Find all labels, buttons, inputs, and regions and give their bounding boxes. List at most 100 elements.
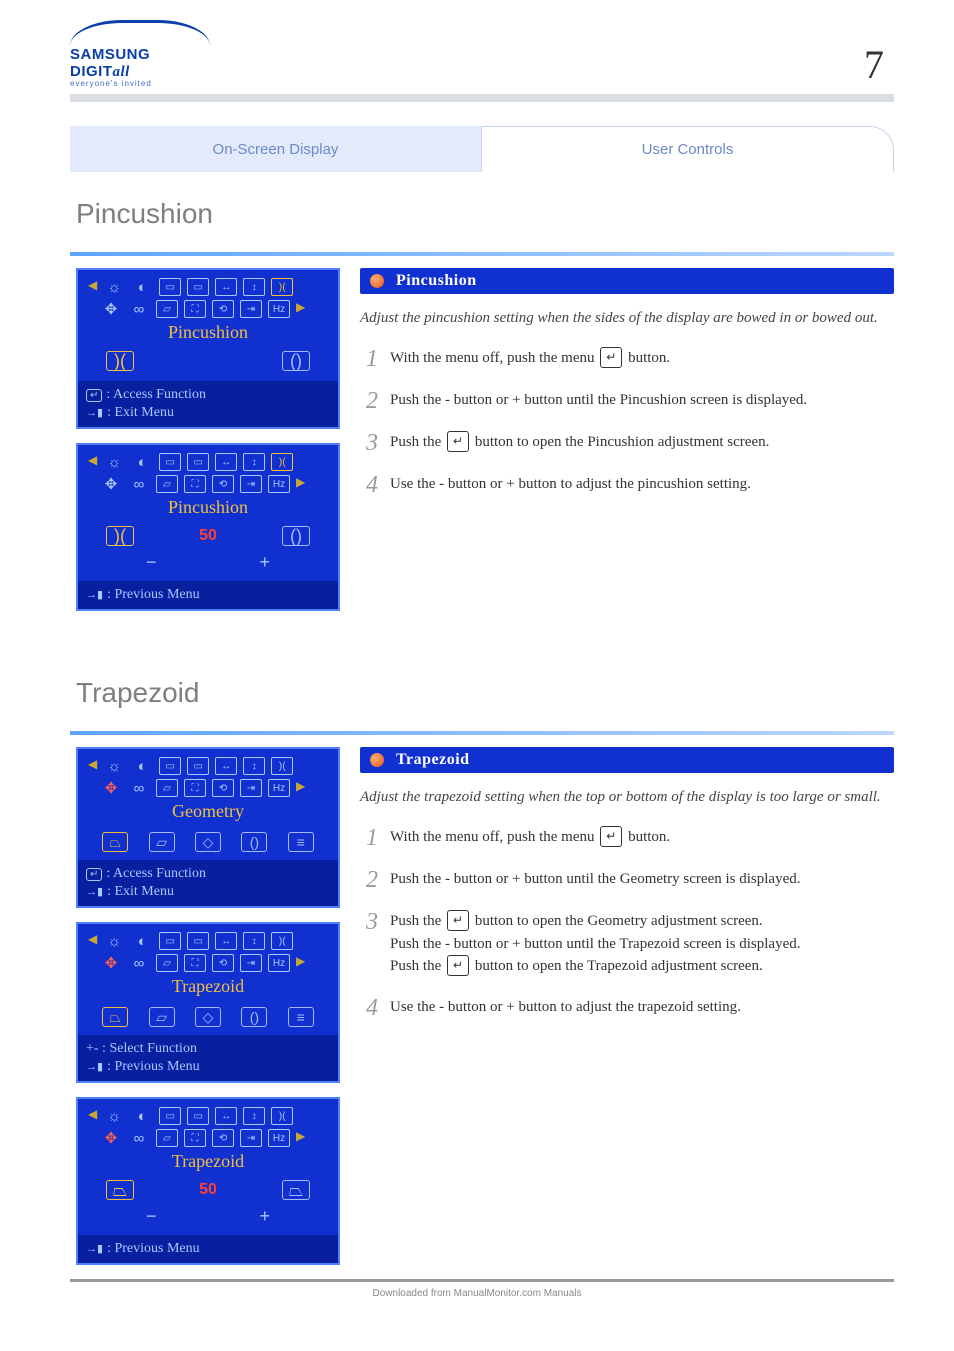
tab-osd[interactable]: On-Screen Display (70, 126, 481, 172)
step-number: 4 (360, 473, 378, 497)
vsize-icon: ↕ (243, 453, 265, 471)
vpos-icon: ▭ (187, 278, 209, 296)
rotation-icon: ◇ (195, 832, 221, 852)
osd-label: Pincushion (82, 320, 334, 347)
step-number: 3 (360, 910, 378, 934)
hz-icon: Hz (268, 954, 290, 972)
enter-key-icon: ↵ (600, 347, 622, 368)
zoom-icon: ⛶ (184, 1129, 206, 1147)
right-arrow-icon: ▶ (296, 779, 305, 797)
enter-key-icon: ↵ (600, 826, 622, 847)
dot-icon (370, 274, 384, 288)
step-3: 3 Push the ↵ button to open the Pincushi… (360, 431, 894, 455)
osd-column-2: ◀ ☼ ◐ ▭ ▭ ↔ ↕ )( ✥ ∞ ▱ ⛶ ⟲ (76, 747, 340, 1265)
osd-icon-row-2: ✥ ∞ ▱ ⛶ ⟲ ⇥ Hz ▶ (94, 298, 334, 320)
hsize-icon: ↔ (215, 453, 237, 471)
contrast-icon: ◐ (131, 278, 153, 296)
osd-icon-row: ◀ ☼ ◐ ▭ ▭ ↔ ↕ )( (82, 276, 334, 298)
trapezoid-icon: ⏢ (102, 1007, 128, 1027)
brightness-icon: ☼ (103, 278, 125, 296)
step-1: 1 With the menu off, push the menu ↵ but… (360, 347, 894, 371)
page-root: SAMSUNG DIGITall everyone's invited 7 On… (0, 0, 954, 1313)
pincushion-out-icon: )( (106, 351, 134, 371)
tab-user-controls[interactable]: User Controls (481, 126, 894, 172)
trapezoid-icon: ⏢ (102, 832, 128, 852)
position-icon: ✥ (100, 954, 122, 972)
geom1-icon: ▱ (156, 475, 178, 493)
zoom-icon: ⛶ (184, 954, 206, 972)
brand-logo: SAMSUNG DIGITall everyone's invited (70, 20, 210, 88)
step-number: 2 (360, 389, 378, 413)
topic-title: Trapezoid (396, 751, 470, 769)
instructions-col-1: Pincushion Adjust the pincushion setting… (360, 268, 894, 611)
osd-icon-row-2: ✥ ∞ ▱ ⛶ ⟲ ⇥ Hz ▶ (94, 473, 334, 495)
vsize-icon: ↕ (243, 932, 265, 950)
hz-icon: Hz (268, 779, 290, 797)
step-text: Push the ↵ button to open the Pincushion… (390, 431, 769, 454)
pincushion-icon: )( (271, 278, 293, 296)
hsize-icon: ↔ (215, 757, 237, 775)
recall-icon: ⟲ (212, 300, 234, 318)
exit-arrow-icon: →▮ (86, 1242, 103, 1255)
step-number: 3 (360, 431, 378, 455)
step-number: 2 (360, 868, 378, 892)
enter-key-icon: ↵ (447, 955, 469, 976)
osd-icon-row: ◀ ☼ ◐ ▭ ▭ ↔ ↕ )( (82, 755, 334, 777)
link-icon: ∞ (128, 300, 150, 318)
link-icon: ∞ (128, 954, 150, 972)
hsize-icon: ↔ (215, 278, 237, 296)
osd-value: 50 (199, 527, 217, 545)
geom1-icon: ▱ (156, 779, 178, 797)
osd-icon-row: ◀ ☼ ◐ ▭ ▭ ↔ ↕ )( (82, 451, 334, 473)
step-1: 1 With the menu off, push the menu ↵ but… (360, 826, 894, 850)
content-row-2: ◀ ☼ ◐ ▭ ▭ ↔ ↕ )( ✥ ∞ ▱ ⛶ ⟲ (76, 747, 894, 1265)
topic-description: Adjust the trapezoid setting when the to… (360, 783, 894, 826)
step-text: Push the - button or + button until the … (390, 389, 807, 412)
hpos-icon: ▭ (159, 1107, 181, 1125)
brightness-icon: ☼ (103, 1107, 125, 1125)
parallel-icon: ▱ (149, 832, 175, 852)
vpos-icon: ▭ (187, 1107, 209, 1125)
brightness-icon: ☼ (103, 453, 125, 471)
pincushion-in-icon: () (282, 351, 310, 371)
hpos-icon: ▭ (159, 757, 181, 775)
step-2: 2 Push the - button or + button until th… (360, 868, 894, 892)
step-number: 1 (360, 826, 378, 850)
linear-icon: ⇥ (240, 300, 262, 318)
left-arrow-icon: ◀ (88, 453, 97, 471)
pinbal-icon: () (241, 832, 267, 852)
rotation-icon: ◇ (195, 1007, 221, 1027)
contrast-icon: ◐ (131, 757, 153, 775)
tab-bar: On-Screen Display User Controls (70, 126, 894, 172)
left-arrow-icon: ◀ (88, 278, 97, 296)
osd-footer: ↵: Access Function →▮: Exit Menu (78, 860, 338, 906)
topic-header: Trapezoid (360, 747, 894, 773)
left-arrow-icon: ◀ (88, 932, 97, 950)
step-number: 4 (360, 996, 378, 1020)
zoom-icon: ⛶ (184, 300, 206, 318)
osd-geom-row: ⏢ ▱ ◇ () ≡ (82, 1001, 334, 1031)
section-separator (70, 252, 894, 256)
geom1-icon: ▱ (156, 954, 178, 972)
enter-key-icon: ↵ (447, 431, 469, 452)
osd-plusminus: −+ (82, 1206, 334, 1231)
vpos-icon: ▭ (187, 757, 209, 775)
content-row-1: ◀ ☼ ◐ ▭ ▭ ↔ ↕ )( ✥ ∞ ▱ ⛶ ⟲ ⇥ Hz (76, 268, 894, 611)
osd-label: Trapezoid (82, 1149, 334, 1176)
osd-label: Trapezoid (82, 974, 334, 1001)
logo-text: SAMSUNG DIGITall (70, 46, 210, 81)
step-text: Use the - button or + button to adjust t… (390, 996, 741, 1019)
hz-icon: Hz (268, 1129, 290, 1147)
pincushion-out-icon: )( (106, 526, 134, 546)
step-text: Push the ↵ button to open the Geometry a… (390, 910, 801, 978)
osd-value: 50 (199, 1181, 217, 1199)
trap-bottom-icon: ⏢ (282, 1180, 310, 1200)
osd-icon-row-2: ✥ ∞ ▱ ⛶ ⟲ ⇥ Hz ▶ (94, 777, 334, 799)
step-2: 2 Push the - button or + button until th… (360, 389, 894, 413)
osd-panel-trapezoid-adjust: ◀ ☼ ◐ ▭ ▭ ↔ ↕ )( ✥ ∞ ▱ ⛶ ⟲ (76, 1097, 340, 1265)
osd-column-1: ◀ ☼ ◐ ▭ ▭ ↔ ↕ )( ✥ ∞ ▱ ⛶ ⟲ ⇥ Hz (76, 268, 340, 611)
zoom-icon: ⛶ (184, 475, 206, 493)
hsize-icon: ↔ (215, 1107, 237, 1125)
topic-title: Pincushion (396, 272, 477, 290)
exit-arrow-icon: →▮ (86, 406, 103, 419)
